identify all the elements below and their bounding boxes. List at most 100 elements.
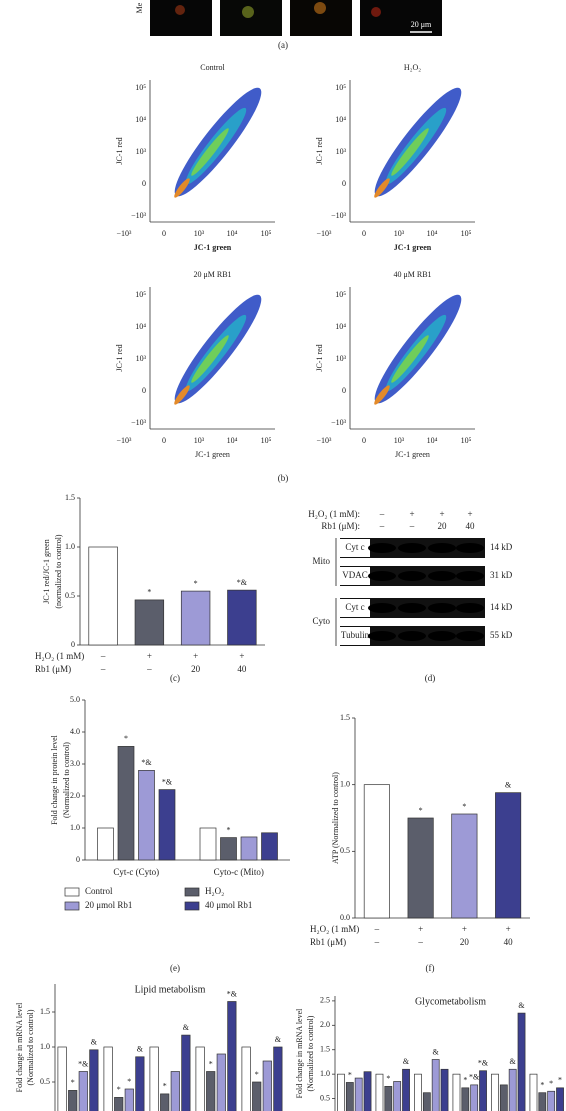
condition-value: 20	[460, 937, 470, 947]
band	[456, 631, 484, 641]
density-core	[174, 385, 190, 405]
plot-title: 40 μM RB1	[393, 270, 431, 279]
bar	[160, 1093, 170, 1111]
bar	[97, 827, 114, 861]
y-tick-label: 1.0	[70, 823, 80, 832]
bar	[529, 1073, 538, 1111]
x-tick-label: 0	[362, 436, 366, 445]
significance-mark: *&	[78, 1059, 89, 1068]
y-tick-label: 0.5	[40, 1077, 50, 1086]
cell	[175, 5, 185, 15]
y-tick-label: 0	[71, 640, 75, 649]
band	[398, 631, 426, 641]
x-tick-label: 10⁴	[427, 229, 438, 238]
row-label: Me	[135, 2, 144, 13]
blot-label-box	[340, 567, 370, 585]
bar	[517, 1012, 526, 1111]
y-tick-label: 10³	[336, 354, 347, 363]
bar	[227, 589, 257, 646]
bar	[117, 746, 135, 861]
bar	[337, 1073, 345, 1111]
protein-label: Tubulin	[341, 630, 370, 640]
significance-mark: *&	[469, 1073, 480, 1082]
bar	[252, 1081, 262, 1111]
cell	[371, 7, 381, 17]
x-tick-label: 10⁴	[227, 436, 238, 445]
x-tick-label: 0	[162, 229, 166, 238]
condition-label: Rb1 (μM)	[35, 664, 71, 674]
bar	[345, 1082, 354, 1111]
chart-title: Glycometabolism	[415, 996, 486, 1007]
blot-header-value: –	[409, 521, 415, 531]
panel-label: (b)	[278, 473, 289, 483]
legend-label: 40 μmol Rb1	[205, 900, 252, 910]
significance-mark: *	[549, 1079, 553, 1088]
y-tick-label: 10⁵	[335, 290, 346, 299]
blot-header-value: +	[467, 509, 472, 519]
content: Control 10⁵ 10⁴ 10³ 0 −10³ −10³ 0 10³ 10⁴ 10⁵ JC-1 …	[15, 63, 564, 1111]
significance-mark: *&	[478, 1059, 489, 1068]
y-tick-label: 0.5	[320, 1093, 330, 1102]
y-tick-label: 10⁵	[335, 83, 346, 92]
significance-mark: *	[194, 579, 198, 588]
condition-value: +	[147, 651, 152, 661]
y-tick-label: 0	[342, 386, 346, 395]
bar	[384, 1086, 393, 1111]
x-tick-label: 10³	[394, 229, 405, 238]
x-tick-label: −10³	[317, 229, 333, 238]
blot-header-value: +	[439, 509, 444, 519]
x-axis-label: JC-1 green	[395, 450, 430, 459]
cell	[314, 2, 326, 14]
y-tick-label: 1.0	[340, 779, 350, 788]
y-tick-label: 1.0	[40, 1042, 50, 1051]
significance-mark: *&	[162, 777, 173, 786]
bar	[206, 1071, 216, 1111]
bar	[402, 1068, 410, 1111]
condition-value: –	[100, 664, 106, 674]
bar	[180, 590, 211, 646]
legend-label: 20 μmol Rb1	[85, 900, 132, 910]
bar	[363, 784, 390, 919]
x-tick-label: 10⁴	[427, 436, 438, 445]
x-tick-label: Cyt-c (Cyto)	[113, 867, 159, 877]
blot-header-value: 20	[438, 521, 448, 531]
group-label: Cyto	[312, 616, 330, 626]
significance-mark: &	[137, 1045, 144, 1054]
significance-mark: *	[163, 1082, 167, 1091]
significance-mark: *	[540, 1081, 544, 1090]
blot-label-box	[340, 627, 370, 645]
band	[456, 571, 484, 581]
x-tick-label: 10³	[194, 229, 205, 238]
bar	[199, 827, 217, 861]
x-tick-label: 10⁵	[261, 436, 272, 445]
y-tick-label: 10⁵	[135, 83, 146, 92]
x-tick-label: 10³	[394, 436, 405, 445]
group-label: Mito	[312, 556, 330, 566]
significance-mark: &	[510, 1057, 517, 1066]
bar	[431, 1059, 440, 1111]
bar	[556, 1087, 564, 1111]
bar	[422, 1092, 431, 1111]
y-tick-label: 0	[142, 386, 146, 395]
y-tick-label: 10⁴	[335, 115, 346, 124]
band	[428, 571, 456, 581]
significance-mark: &	[275, 1035, 282, 1044]
panel-label: (f)	[426, 963, 435, 973]
bar	[181, 1034, 191, 1111]
bar	[414, 1073, 422, 1111]
bar	[273, 1046, 283, 1111]
x-tick-label: 0	[362, 229, 366, 238]
bar	[354, 1077, 363, 1111]
y-tick-label: 1.5	[40, 1007, 50, 1016]
band	[456, 543, 484, 553]
condition-value: 20	[191, 664, 201, 674]
x-tick-label: 10⁵	[261, 229, 272, 238]
bar	[68, 1090, 78, 1111]
size-label: 14 kD	[490, 602, 513, 612]
condition-label: H₂O₂ (1 mM)	[35, 651, 84, 661]
blot-label-box	[340, 539, 370, 557]
significance-mark: &	[433, 1047, 440, 1056]
size-label: 55 kD	[490, 630, 513, 640]
density-core	[391, 335, 429, 383]
significance-mark: *	[419, 806, 423, 815]
